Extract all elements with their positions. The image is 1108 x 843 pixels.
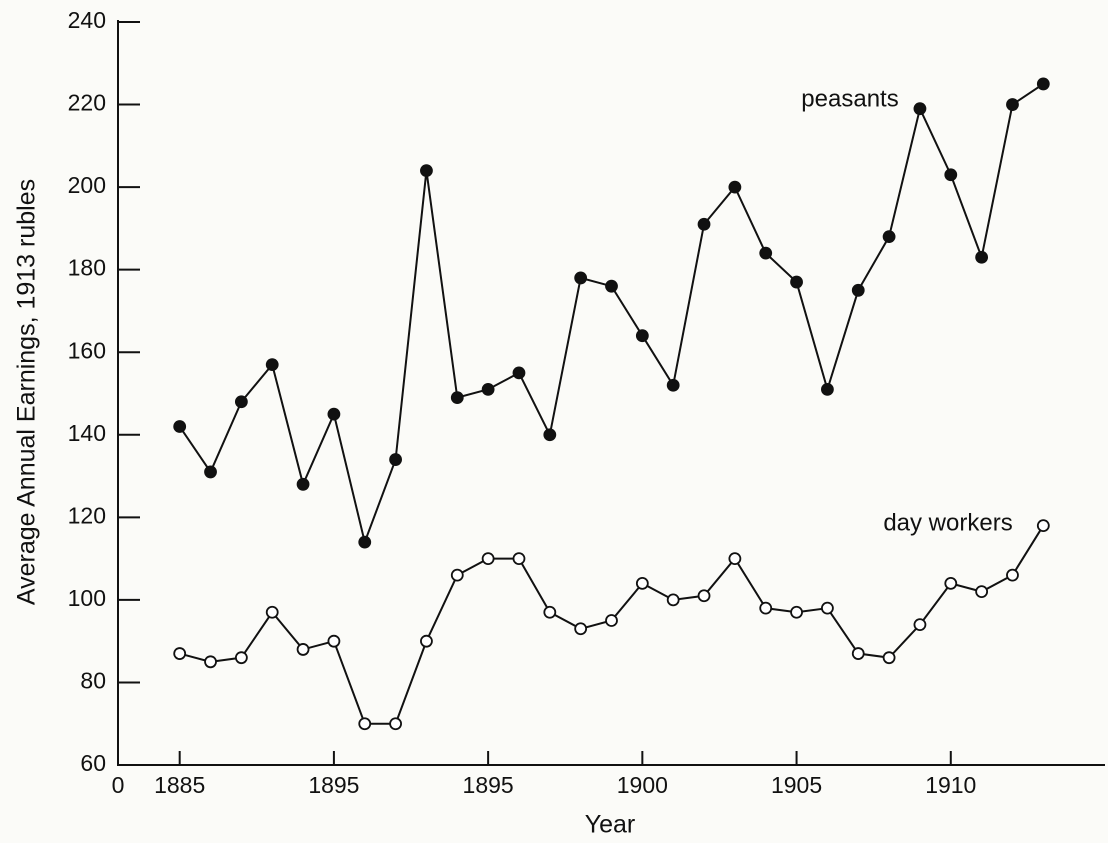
data-point	[821, 601, 834, 615]
data-point	[975, 250, 989, 264]
data-point	[296, 477, 310, 491]
data-point	[728, 180, 742, 194]
data-point	[790, 605, 803, 619]
data-point	[574, 622, 588, 636]
data-point	[450, 568, 464, 582]
data-point	[851, 283, 865, 297]
data-point	[666, 378, 680, 392]
data-point	[204, 655, 217, 669]
x-tick-label: 1905	[771, 772, 822, 798]
y-tick-label: 240	[68, 7, 106, 33]
data-point	[481, 382, 495, 396]
data-point	[697, 589, 711, 603]
data-point	[543, 605, 557, 619]
series-line	[178, 83, 1044, 546]
y-tick-label: 120	[68, 502, 106, 528]
data-point	[759, 246, 773, 260]
data-point	[204, 465, 217, 479]
data-point	[327, 634, 341, 648]
data-point	[944, 168, 958, 182]
y-tick-label: 180	[68, 255, 106, 281]
data-point	[913, 102, 927, 116]
data-point	[759, 601, 773, 615]
y-tick-label: 220	[68, 90, 106, 116]
data-point	[944, 576, 958, 590]
data-point	[635, 329, 649, 343]
data-point	[605, 614, 618, 627]
y-tick-label: 100	[68, 585, 106, 611]
data-point	[173, 420, 187, 433]
data-point	[173, 647, 187, 660]
data-point	[512, 366, 526, 380]
data-point	[697, 217, 711, 231]
x-tick-label: 1885	[154, 772, 205, 798]
data-point	[1036, 77, 1050, 91]
data-point	[1006, 568, 1019, 582]
data-point	[234, 651, 248, 665]
data-point	[481, 552, 495, 566]
y-tick-label: 60	[80, 750, 106, 776]
data-point	[790, 275, 803, 289]
series-label: day workers	[883, 509, 1012, 536]
y-tick-label: 140	[68, 420, 106, 446]
data-point	[450, 391, 464, 405]
data-point	[512, 552, 526, 566]
x-tick-label: 1910	[925, 772, 976, 798]
data-point	[728, 552, 742, 566]
data-point	[265, 358, 279, 372]
data-point	[605, 279, 618, 293]
data-point	[913, 618, 927, 632]
y-tick-label: 160	[68, 337, 106, 363]
data-point	[234, 395, 248, 409]
data-point	[882, 230, 896, 244]
x-tick-label: 1900	[617, 772, 668, 798]
y-axis-label: Average Annual Earnings, 1913 rubles	[13, 179, 41, 605]
x-tick-label: 1895	[308, 772, 359, 798]
data-point	[296, 643, 310, 656]
data-point	[543, 428, 557, 442]
y-tick-label: 200	[68, 172, 106, 198]
data-point	[821, 382, 834, 396]
data-point	[389, 717, 402, 731]
data-point	[358, 535, 372, 549]
data-point	[574, 271, 588, 285]
data-point	[420, 634, 433, 648]
data-point	[666, 593, 680, 607]
data-point	[851, 647, 865, 660]
x-tick-label: 0	[112, 772, 125, 798]
data-point	[265, 605, 279, 619]
data-point	[358, 717, 372, 731]
x-tick-label: 1895	[463, 772, 514, 798]
series-label: peasants	[801, 85, 898, 112]
data-point	[389, 453, 402, 466]
data-point	[635, 576, 649, 590]
data-point	[1036, 519, 1050, 532]
x-axis-label: Year	[585, 811, 636, 839]
data-point	[327, 407, 341, 421]
data-point	[975, 585, 989, 599]
data-point	[420, 164, 433, 178]
data-point	[882, 651, 896, 665]
y-tick-label: 80	[80, 668, 106, 694]
data-point	[1006, 98, 1019, 111]
